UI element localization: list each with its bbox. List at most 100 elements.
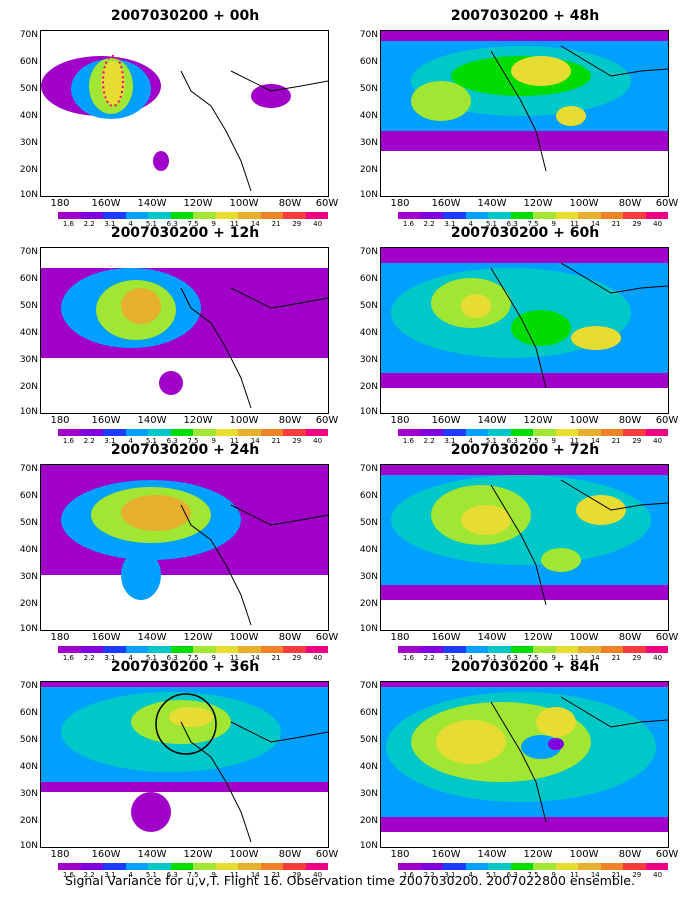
map-plot: [380, 681, 669, 848]
panel-title: 2007030200 + 12h: [110, 225, 260, 241]
colorbar-label: 40: [653, 871, 663, 879]
lat-label: 20N: [359, 816, 378, 826]
lat-label: 70N: [19, 247, 38, 257]
colorbar-swatch: [488, 212, 511, 219]
lat-label: 30N: [19, 138, 38, 148]
colorbar-label: 9: [551, 871, 556, 879]
colorbar-swatch: [578, 429, 601, 436]
lon-label: 120W: [523, 198, 553, 209]
lon-label: 60W: [655, 849, 679, 860]
colorbar-swatch: [555, 646, 578, 653]
colorbar-label: 1.6: [62, 654, 74, 662]
colorbar-label: 9: [211, 437, 216, 445]
colorbar-label: 14: [590, 871, 600, 879]
lon-label: 180: [50, 415, 70, 426]
lon-label: 140W: [137, 632, 167, 643]
lat-label: 50N: [19, 735, 38, 745]
lon-label: 100W: [229, 198, 259, 209]
colorbar-swatch: [215, 212, 238, 219]
map-plot: [40, 464, 329, 631]
colorbar-swatch: [238, 646, 261, 653]
colorbar-swatch: [443, 863, 466, 870]
colorbar-label: 11: [230, 871, 239, 879]
lat-label: 40N: [19, 328, 38, 338]
colorbar-label: 21: [271, 437, 281, 445]
lat-label: 40N: [359, 545, 378, 555]
lat-label: 60N: [19, 491, 38, 501]
lon-label: 80W: [618, 415, 642, 426]
colorbar-swatch: [510, 863, 533, 870]
colorbar-labels: 1.6 2.2 3.1 4 5.1 6.3 7.5 9 11 14 21 29 40: [58, 654, 328, 662]
colorbar-label: 29: [632, 220, 642, 228]
colorbar: [398, 212, 668, 219]
panel-title: 2007030200 + 72h: [450, 442, 600, 458]
lat-label: 60N: [359, 274, 378, 284]
colorbar-swatch: [555, 212, 578, 219]
colorbar-swatch: [80, 212, 103, 219]
colorbar-swatch: [510, 646, 533, 653]
colorbar-swatch: [600, 646, 623, 653]
colorbar-label: 14: [250, 871, 260, 879]
colorbar-label: 2.2: [83, 220, 95, 228]
colorbar-swatch: [578, 646, 601, 653]
colorbar-label: 3.1: [104, 871, 116, 879]
lat-label: 50N: [19, 301, 38, 311]
lat-label: 30N: [359, 138, 378, 148]
colorbar-label: 1.6: [62, 437, 74, 445]
colorbar-swatch: [533, 646, 556, 653]
colorbar-swatch: [58, 863, 81, 870]
colorbar-labels: 1.6 2.2 3.1 4 5.1 6.3 7.5 9 11 14 21 29 40: [58, 220, 328, 228]
colorbar-swatch: [260, 863, 283, 870]
colorbar-label: 4: [468, 220, 473, 228]
lon-label: 100W: [569, 849, 599, 860]
lon-label: 160W: [431, 632, 461, 643]
lon-label: 80W: [618, 632, 642, 643]
lat-label: 20N: [19, 599, 38, 609]
lat-label: 10N: [19, 841, 38, 851]
lat-label: 70N: [19, 30, 38, 40]
colorbar-swatch: [465, 863, 488, 870]
colorbar-label: 29: [292, 437, 302, 445]
colorbar-swatch: [58, 429, 81, 436]
colorbar-label: 9: [211, 654, 216, 662]
lon-label: 180: [50, 632, 70, 643]
colorbar-label: 40: [313, 871, 323, 879]
colorbar-swatch: [398, 429, 421, 436]
colorbar-swatch: [80, 429, 103, 436]
colorbar-label: 9: [551, 654, 556, 662]
colorbar-swatch: [125, 646, 148, 653]
colorbar-swatch: [238, 429, 261, 436]
colorbar-swatch: [260, 429, 283, 436]
lon-label: 160W: [431, 849, 461, 860]
lon-label: 180: [50, 849, 70, 860]
lon-label: 180: [50, 198, 70, 209]
colorbar-label: 6.3: [166, 654, 178, 662]
colorbar-swatch: [578, 863, 601, 870]
lat-label: 10N: [19, 624, 38, 634]
colorbar-swatch: [645, 429, 668, 436]
colorbar-swatch: [193, 646, 216, 653]
lat-label: 10N: [19, 190, 38, 200]
colorbar-swatch: [148, 863, 171, 870]
colorbar-labels: 1.6 2.2 3.1 4 5.1 6.3 7.5 9 11 14 21 29 40: [398, 437, 668, 445]
map-panel-48h: 2007030200 + 48h 70N 60N 50N 40N 30N 20N…: [350, 8, 690, 228]
colorbar-swatch: [398, 646, 421, 653]
colorbar-swatch: [58, 646, 81, 653]
colorbar-swatch: [305, 863, 328, 870]
lon-label: 120W: [183, 415, 213, 426]
colorbar-label: 6.3: [506, 437, 518, 445]
lon-label: 80W: [278, 415, 302, 426]
map-plot: [40, 247, 329, 414]
lon-label: 80W: [618, 198, 642, 209]
colorbar-label: 29: [292, 654, 302, 662]
colorbar-label: 5.1: [485, 220, 498, 228]
colorbar-swatch: [260, 212, 283, 219]
lat-label: 40N: [359, 111, 378, 121]
colorbar-label: 21: [271, 654, 281, 662]
colorbar-label: 5.1: [145, 220, 158, 228]
colorbar-swatch: [125, 429, 148, 436]
colorbar-label: 6.3: [506, 220, 518, 228]
colorbar-swatch: [305, 212, 328, 219]
colorbar-label: 5.1: [145, 871, 158, 879]
colorbar-label: 4: [468, 871, 473, 879]
